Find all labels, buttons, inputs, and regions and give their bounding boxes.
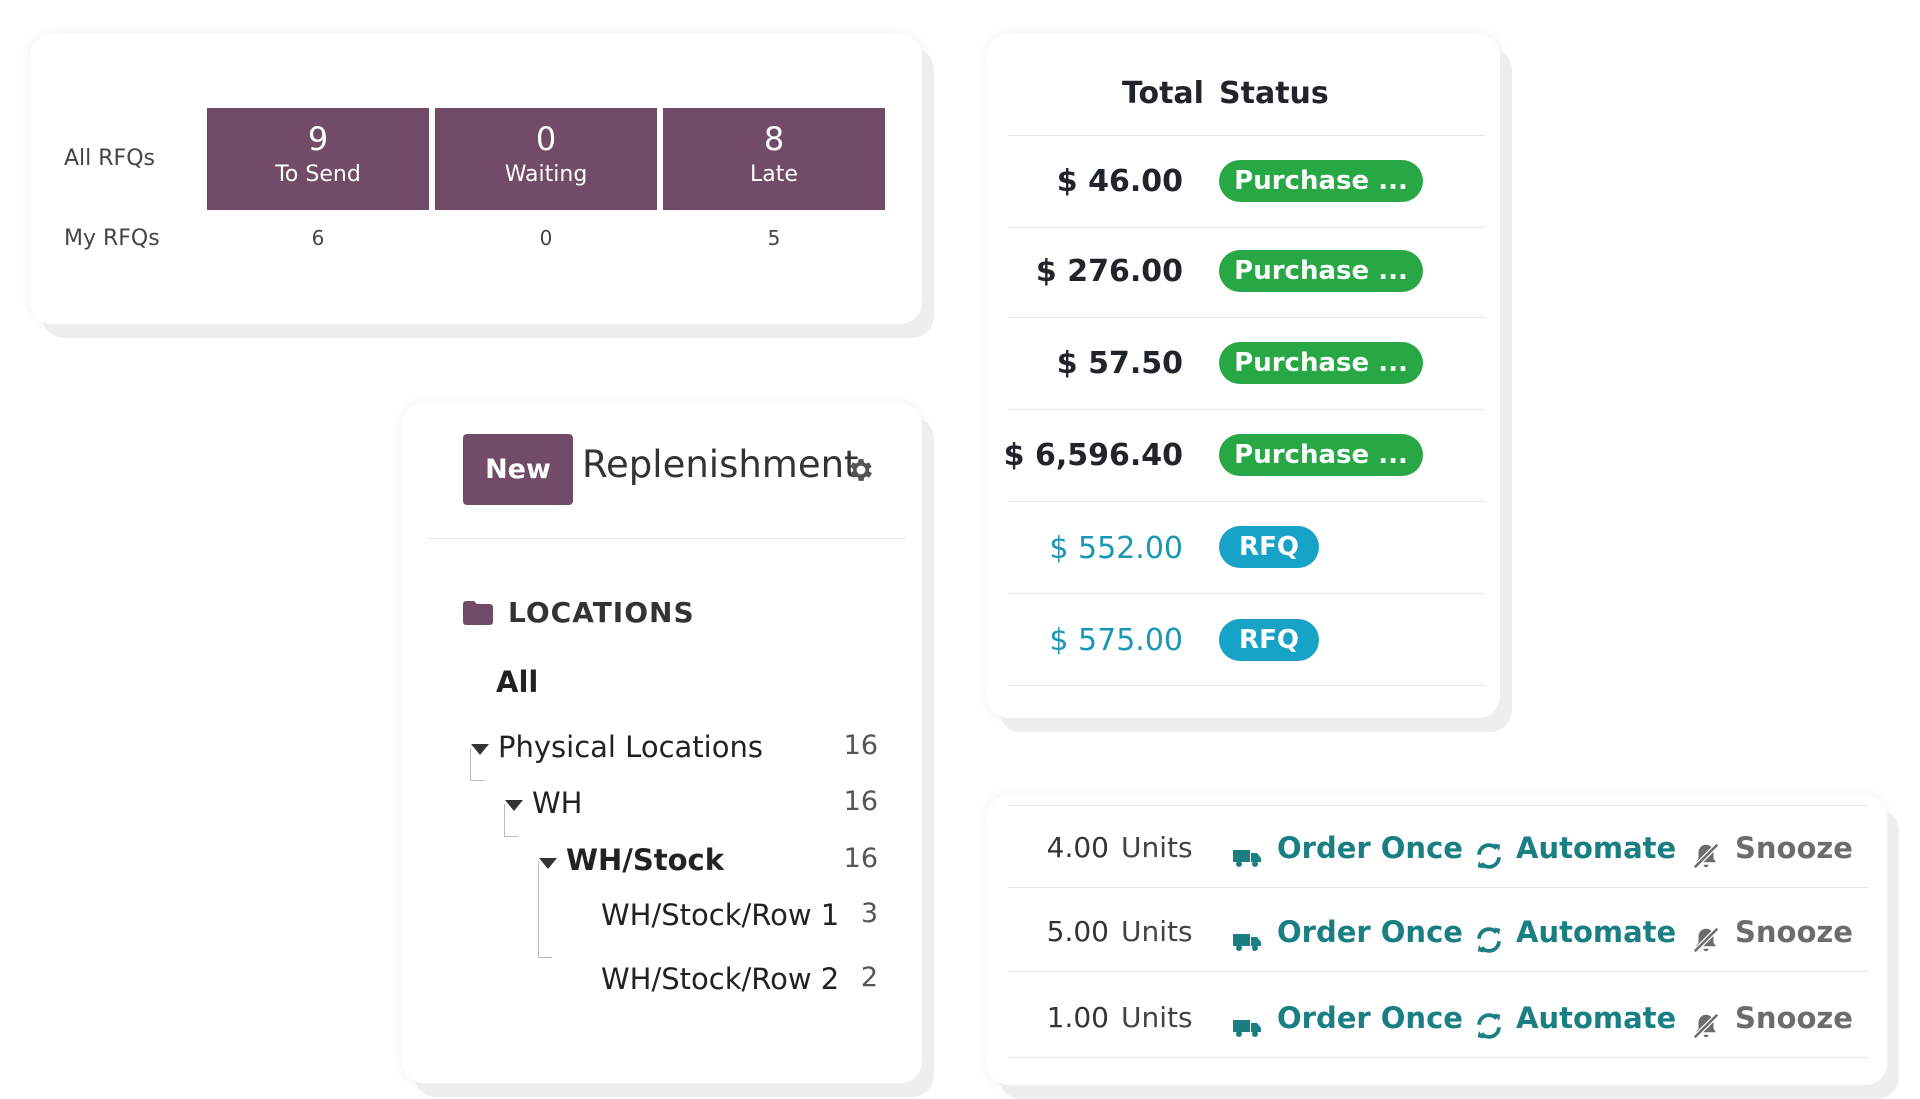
tree-item-count: 16: [843, 843, 878, 874]
status-badge: Purchase ...: [1219, 342, 1423, 384]
rfq-to-send-label: To Send: [275, 162, 361, 187]
bell-slash-icon: [1692, 1012, 1720, 1040]
divider: [1008, 227, 1485, 228]
column-header-status[interactable]: Status: [1219, 76, 1329, 111]
snooze-label: Snooze: [1735, 831, 1853, 865]
purchase-list-card: Total Status $ 46.00 Purchase ... $ 276.…: [987, 34, 1500, 718]
gear-icon[interactable]: [846, 455, 876, 485]
tree-item-label: WH/Stock/Row 2: [601, 962, 840, 996]
truck-icon: [1233, 850, 1261, 867]
row-total: $ 57.50: [1056, 346, 1183, 381]
rfq-waiting-count: 0: [535, 120, 557, 158]
my-rfq-late-count[interactable]: 5: [767, 226, 781, 250]
tree-item-label: WH/Stock/Row 1: [601, 898, 840, 932]
order-once-label: Order Once: [1277, 831, 1463, 865]
row-unit: Units: [1121, 915, 1193, 948]
divider: [1008, 409, 1485, 410]
divider: [1008, 317, 1485, 318]
folder-icon: [463, 601, 493, 625]
location-filter-all[interactable]: All: [496, 665, 539, 699]
automate-label: Automate: [1516, 1001, 1677, 1035]
tree-connector: [538, 861, 539, 957]
row-quantity: 1.00: [1046, 1001, 1109, 1034]
table-row: 5.00 Units Order Once Automate Snooze: [987, 915, 1887, 975]
bell-slash-icon: [1692, 842, 1720, 870]
status-badge: Purchase ...: [1219, 160, 1423, 202]
automate-label: Automate: [1516, 831, 1677, 865]
row-total: $ 46.00: [1056, 164, 1183, 199]
refresh-icon: [1477, 1013, 1501, 1039]
bell-slash-icon: [1692, 926, 1720, 954]
truck-icon: [1233, 1020, 1261, 1037]
row-total: $ 575.00: [1049, 623, 1183, 658]
rfq-late-label: Late: [750, 162, 798, 187]
refresh-icon: [1477, 843, 1501, 869]
caret-down-icon[interactable]: [471, 744, 489, 755]
row-unit: Units: [1121, 831, 1193, 864]
rfq-to-send-tile[interactable]: 9 To Send: [207, 108, 429, 210]
automate-label: Automate: [1516, 915, 1677, 949]
table-row: 1.00 Units Order Once Automate Snooze: [987, 1001, 1887, 1061]
tree-item-count: 2: [860, 962, 878, 993]
refresh-icon: [1477, 927, 1501, 953]
rfq-late-tile[interactable]: 8 Late: [663, 108, 885, 210]
rfq-to-send-count: 9: [307, 120, 329, 158]
divider: [1008, 685, 1485, 686]
page-title: Replenishment: [582, 443, 859, 486]
status-badge: RFQ: [1219, 526, 1319, 568]
row-quantity: 4.00: [1046, 831, 1109, 864]
table-row: 4.00 Units Order Once Automate Snooze: [987, 831, 1887, 891]
my-rfq-to-send-count[interactable]: 6: [311, 226, 325, 250]
order-once-label: Order Once: [1277, 915, 1463, 949]
replenishment-actions-card: 4.00 Units Order Once Automate Snooze: [987, 795, 1887, 1085]
tree-connector: [470, 780, 484, 781]
status-badge: Purchase ...: [1219, 434, 1423, 476]
column-header-total[interactable]: Total: [1122, 76, 1204, 111]
row-total: $ 552.00: [1049, 531, 1183, 566]
tree-connector: [504, 836, 518, 837]
divider: [1008, 501, 1485, 502]
tree-connector: [538, 957, 552, 958]
row-unit: Units: [1121, 1001, 1193, 1034]
divider: [1008, 593, 1485, 594]
tree-item-count: 16: [843, 786, 878, 817]
truck-icon: [1233, 934, 1261, 951]
tree-item-label: WH/Stock: [566, 843, 724, 877]
snooze-label: Snooze: [1735, 915, 1853, 949]
order-once-label: Order Once: [1277, 1001, 1463, 1035]
locations-header: LOCATIONS: [508, 596, 695, 629]
status-badge: Purchase ...: [1219, 250, 1423, 292]
caret-down-icon[interactable]: [505, 800, 523, 811]
divider: [1008, 1057, 1868, 1058]
rfq-late-count: 8: [763, 120, 785, 158]
row-total: $ 6,596.40: [1003, 438, 1183, 473]
tree-connector: [470, 748, 471, 780]
rfq-summary-card: All RFQs My RFQs 9 To Send 0 Waiting 8 L…: [30, 34, 922, 324]
snooze-label: Snooze: [1735, 1001, 1853, 1035]
tree-item-label: WH: [532, 786, 583, 820]
divider: [1008, 805, 1868, 806]
row-total: $ 276.00: [1035, 254, 1183, 289]
my-rfqs-label: My RFQs: [64, 226, 160, 251]
caret-down-icon[interactable]: [539, 858, 557, 869]
new-button[interactable]: New: [463, 434, 573, 505]
divider: [1008, 135, 1485, 136]
tree-item-count: 3: [860, 898, 878, 929]
rfq-waiting-label: Waiting: [504, 162, 588, 187]
tree-connector: [504, 804, 505, 836]
my-rfq-waiting-count[interactable]: 0: [539, 226, 553, 250]
tree-item-count: 16: [843, 730, 878, 761]
status-badge: RFQ: [1219, 619, 1319, 661]
replenishment-card: New Replenishment LOCATIONS All Physical…: [402, 403, 922, 1083]
all-rfqs-label: All RFQs: [64, 146, 155, 171]
divider: [428, 538, 906, 539]
divider: [1008, 887, 1868, 888]
row-quantity: 5.00: [1046, 915, 1109, 948]
tree-item-label: Physical Locations: [498, 730, 763, 764]
divider: [1008, 971, 1868, 972]
rfq-waiting-tile[interactable]: 0 Waiting: [435, 108, 657, 210]
